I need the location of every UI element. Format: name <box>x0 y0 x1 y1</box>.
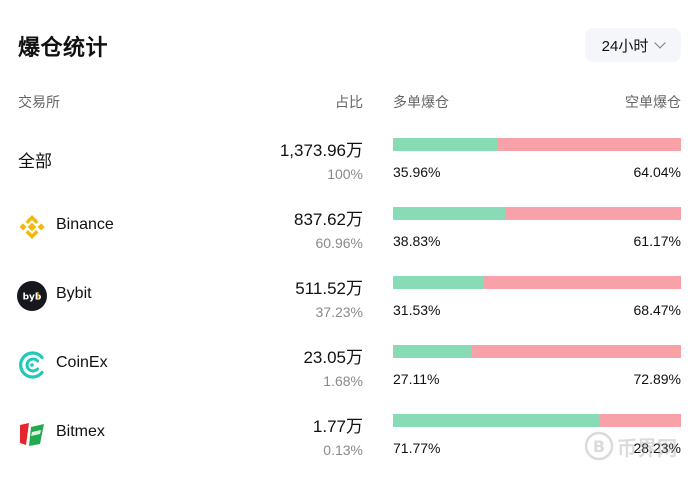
binance-logo-icon <box>19 215 45 239</box>
short-percent: 72.89% <box>633 371 681 387</box>
exchange-name: CoinEx <box>56 354 108 371</box>
short-bar-segment <box>483 276 681 289</box>
table-row[interactable]: 全部 1,373.96万 100% 35.96% 64.04% <box>0 132 690 201</box>
short-bar-segment <box>504 207 681 220</box>
table-row[interactable]: byb Bybit 511.52万 37.23% 31.53% 68.47% <box>0 270 690 339</box>
short-percent: 28.23% <box>633 440 681 456</box>
long-bar-segment <box>393 414 600 427</box>
long-percent: 35.96% <box>393 164 441 180</box>
header-long: 多单爆仓 <box>393 94 449 110</box>
liquidation-amount: 511.52万 <box>295 279 363 298</box>
share-percent: 100% <box>327 166 363 182</box>
liquidation-ratio-bar <box>393 207 681 220</box>
liquidation-amount: 837.62万 <box>294 210 363 229</box>
period-label: 24小时 <box>601 37 649 55</box>
liquidation-ratio-bar <box>393 414 681 427</box>
short-percent: 61.17% <box>633 233 681 249</box>
short-bar-segment <box>496 138 681 151</box>
svg-text:B: B <box>593 437 605 456</box>
share-percent: 0.13% <box>323 442 363 458</box>
long-percent: 27.11% <box>393 371 440 387</box>
coinex-logo-icon <box>19 351 44 379</box>
svg-text:byb: byb <box>23 293 42 303</box>
liquidation-ratio-bar <box>393 276 681 289</box>
short-percent: 68.47% <box>633 302 681 318</box>
header-share: 占比 <box>335 94 363 110</box>
exchange-name: Binance <box>56 216 114 233</box>
long-bar-segment <box>393 276 484 289</box>
liquidation-ratio-bar <box>393 345 681 358</box>
table-row[interactable]: CoinEx 23.05万 1.68% 27.11% 72.89% <box>0 339 690 408</box>
short-bar-segment <box>471 345 681 358</box>
long-percent: 31.53% <box>393 302 441 318</box>
bybit-logo-icon: byb <box>17 281 47 311</box>
table-row[interactable]: Bitmex 1.77万 0.13% 71.77% 28.23% <box>0 408 690 477</box>
watermark-logo-icon: B 币界网 <box>584 431 677 461</box>
share-percent: 60.96% <box>315 235 363 251</box>
period-dropdown[interactable]: 24小时 <box>585 28 681 62</box>
share-percent: 1.68% <box>323 373 363 389</box>
table-row[interactable]: Binance 837.62万 60.96% 38.83% 61.17% <box>0 201 690 270</box>
exchange-name: Bitmex <box>56 423 105 440</box>
share-percent: 37.23% <box>315 304 363 320</box>
short-percent: 64.04% <box>633 164 681 180</box>
long-bar-segment <box>393 345 472 358</box>
liquidation-amount: 1,373.96万 <box>279 141 363 160</box>
long-percent: 38.83% <box>393 233 441 249</box>
long-bar-segment <box>393 138 497 151</box>
page-title: 爆仓统计 <box>18 35 109 60</box>
bitmex-logo-icon <box>20 423 44 446</box>
exchange-name: Bybit <box>56 285 92 302</box>
short-bar-segment <box>599 414 681 427</box>
long-bar-segment <box>393 207 505 220</box>
long-percent: 71.77% <box>393 440 441 456</box>
header-short: 空单爆仓 <box>625 94 681 110</box>
watermark-text: 币界网 <box>617 436 677 460</box>
liquidation-amount: 1.77万 <box>312 417 363 436</box>
liquidation-ratio-bar <box>393 138 681 151</box>
chevron-down-icon <box>654 37 667 49</box>
exchange-name: 全部 <box>18 152 52 171</box>
header-exchange: 交易所 <box>18 94 60 110</box>
liquidation-amount: 23.05万 <box>303 348 363 367</box>
